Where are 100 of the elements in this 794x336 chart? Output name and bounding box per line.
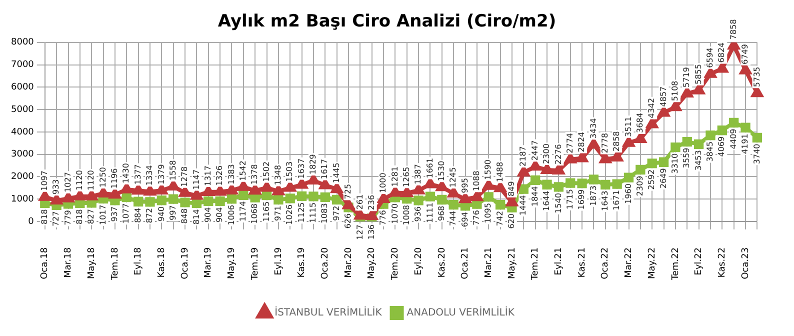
x-tick-label: May.19 [227,247,238,280]
y-tick-label: 1000 [11,194,34,204]
data-label: 1699 [577,189,586,210]
data-label: 1590 [484,159,493,180]
data-label: 2824 [577,132,586,152]
x-tick-label: Oca.21 [460,247,471,280]
data-label: 1111 [425,202,434,223]
data-label: 6594 [706,48,715,68]
data-label: 6749 [740,44,750,64]
data-label: 848 [180,208,190,224]
data-label: 694 [460,212,470,228]
data-label: 1661 [425,158,434,178]
data-label: 1558 [168,160,178,181]
data-label: 620 [507,214,516,229]
data-label: 814 [192,209,201,224]
legend-label: İSTANBUL VERİMLİLİK [274,306,382,319]
x-tick-label: Oca.18 [40,247,50,280]
data-label: 1334 [145,165,154,186]
y-tick-label: 5000 [11,104,34,115]
x-tick-label: Tem.21 [530,247,541,282]
x-tick-label: Tem.19 [250,247,260,282]
data-label: 1378 [250,164,260,185]
y-tick-label: 8000 [11,38,34,48]
data-label: 1147 [192,169,201,190]
data-label: 236 [366,194,376,210]
x-tick-label: Kas.19 [297,247,308,278]
data-label: 3434 [588,118,598,139]
data-label: 127 [355,224,364,240]
data-label: 1643 [600,190,610,212]
data-label: 1026 [285,204,294,225]
x-tick-label: Mar.19 [204,247,214,278]
data-label: 1530 [437,160,446,182]
data-label: 818 [75,209,84,224]
data-label: 727 [52,211,61,226]
data-label: 5735 [752,66,762,88]
x-tick-label: Kas.20 [437,247,448,278]
data-label: 1844 [530,186,540,207]
data-label: 626 [344,213,353,229]
data-label: 1383 [226,164,236,184]
data-label: 4191 [740,134,750,154]
data-label: 1095 [484,202,493,224]
data-label: 4857 [658,86,668,107]
x-tick-label: Eyl.20 [414,247,424,276]
data-label: 1502 [262,161,271,182]
data-label: 2592 [647,169,656,190]
data-label: 776 [378,210,388,226]
data-label: 1317 [203,166,212,186]
data-label: 1125 [296,202,306,223]
data-label: 7858 [728,19,738,40]
x-tick-label: Oca.19 [180,247,190,280]
data-label: 4069 [717,136,726,157]
data-label: 1326 [215,165,224,186]
data-label: 1097 [40,170,49,191]
data-label: 1174 [238,201,248,222]
data-label: 818 [40,209,49,224]
data-label: 1115 [308,202,318,223]
x-tick-label: Mar.20 [344,247,354,278]
data-label: 1445 [332,162,341,184]
data-label: 6824 [717,42,726,63]
data-label: 972 [332,206,341,221]
data-label: 1715 [565,189,574,210]
data-label: 779 [63,210,72,226]
data-label: 744 [448,210,458,226]
data-label: 936 [414,206,423,222]
data-label: 2778 [600,132,610,154]
data-label: 3559 [682,148,692,168]
x-tick-label: Kas.22 [718,247,728,278]
data-label: 1068 [250,204,260,224]
x-tick-label: Oca.23 [740,247,751,280]
data-label: 1644 [542,190,552,211]
data-label: 725 [344,184,353,200]
legend-label: ANADOLU VERİMLİLİK [406,306,515,319]
x-tick-label: Mar.21 [484,247,494,278]
data-label: 1245 [448,167,458,188]
y-tick-label: 3000 [11,150,34,160]
data-label: 5108 [670,80,680,102]
data-label: 1379 [156,164,166,185]
x-tick-label: May.22 [647,247,658,280]
data-label: 1000 [378,172,388,194]
data-label: 1444 [518,195,528,216]
data-label: 1083 [320,203,330,224]
data-label: 136 [366,224,376,240]
data-label: 1430 [122,163,131,184]
chart-title: Aylık m2 Başı Ciro Analizi (Ciro/m2) [218,12,556,32]
data-label: 1281 [390,166,400,187]
data-label: 1017 [98,204,108,226]
data-label: 742 [495,210,504,226]
data-label: 2447 [530,140,540,161]
data-label: 1077 [122,203,131,224]
x-tick-label: Tem.18 [110,247,120,282]
data-label: 2774 [565,132,574,154]
data-label: 3845 [706,141,715,162]
data-label: 1265 [402,166,411,188]
x-tick-label: Mar.18 [64,247,74,278]
data-label: 1006 [226,204,236,226]
x-tick-label: Oca.22 [600,247,611,280]
data-label: 995 [460,178,470,194]
data-label: 997 [168,205,178,220]
data-label: 5855 [694,64,703,84]
data-label: 3740 [752,144,762,164]
